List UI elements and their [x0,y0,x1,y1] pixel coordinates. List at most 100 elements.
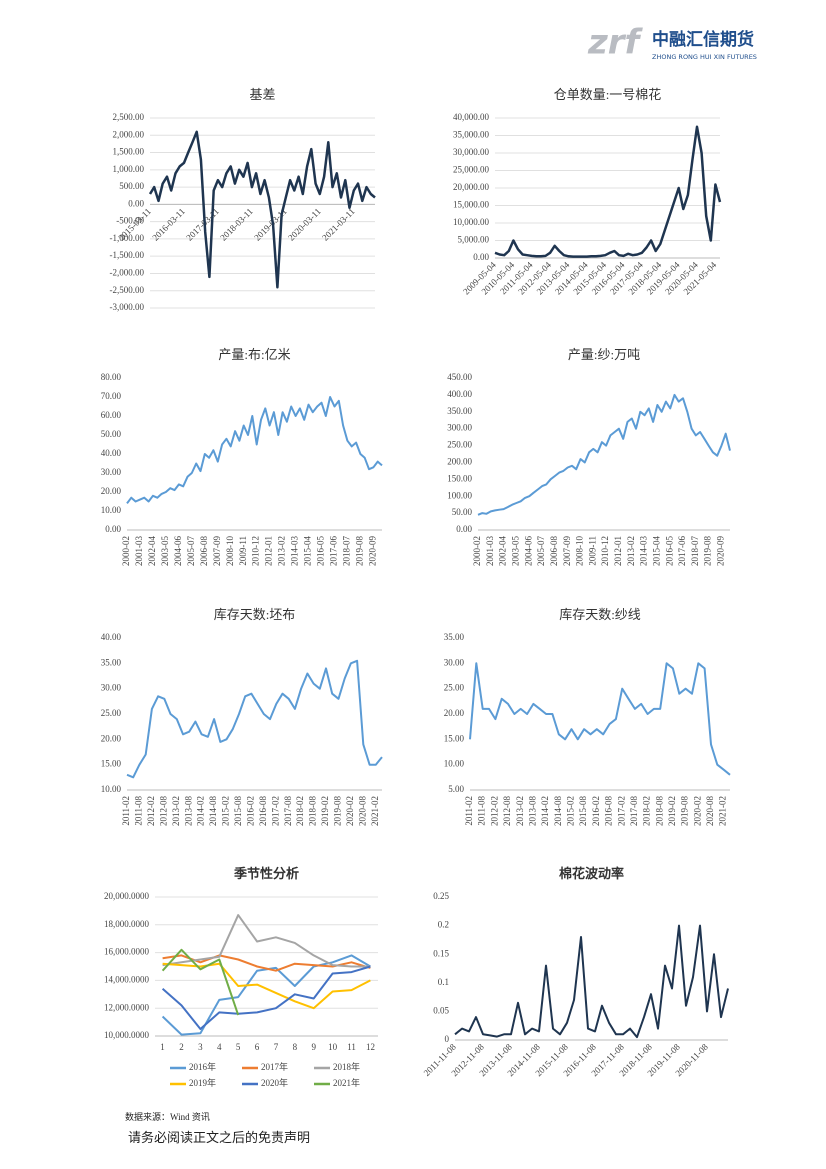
disclaimer: 请务必阅读正文之后的免责声明 [128,1130,310,1145]
y-tick-label: 5,000.00 [458,235,490,245]
x-tick-label: 2014-03 [290,536,300,566]
y-tick-label: 200.00 [447,457,472,467]
x-tick-label: 2014-08 [208,796,218,826]
y-tick-label: 1,500.00 [113,147,145,157]
y-tick-label: 30.00 [101,683,122,693]
y-tick-label: -1,000.00 [110,233,145,243]
series-line [161,954,371,1036]
x-tick-label: 2016-03-11 [150,206,187,243]
x-tick-label: 2019-08 [354,536,364,566]
y-tick-label: 300.00 [447,423,472,433]
x-tick-label: 12 [366,1042,375,1052]
x-tick-label: 2010-12 [600,536,610,566]
y-tick-label: 20.00 [101,486,122,496]
y-tick-label: 20.00 [444,708,465,718]
x-tick-label: 2020-09 [716,536,726,566]
y-tick-label: -2,500.00 [110,285,145,295]
chart-title: 库存天数:纱线 [559,607,641,622]
y-tick-label: 15,000.00 [453,200,490,210]
x-tick-label: 2012-02 [146,796,156,826]
x-tick-label: 3 [198,1042,203,1052]
chart-title: 基差 [249,87,275,102]
x-tick-label: 2012-02 [489,796,499,826]
chart-title: 产量:布:亿米 [218,347,290,362]
y-tick-label: 35.00 [101,657,122,667]
y-tick-label: -500.00 [116,216,144,226]
x-tick-label: 2021-03-11 [320,206,357,243]
x-tick-label: 2017-08 [629,796,639,826]
x-tick-label: 2020-09 [367,536,377,566]
x-tick-label: 2015-02 [221,796,231,826]
y-tick-label: 15.00 [444,733,465,743]
x-tick-label: 2013-02 [515,796,525,826]
series-line [454,924,729,1039]
x-tick-label: 2006-08 [549,536,559,566]
x-tick-label: 2011-08 [477,796,487,826]
legend-label: 2017年 [261,1061,288,1072]
y-tick-label: 15.00 [101,759,122,769]
x-tick-label: 2008-10 [225,536,235,566]
x-tick-label: 2020-02 [345,796,355,826]
series-line [126,659,383,779]
y-tick-label: 30.00 [101,467,122,477]
x-tick-label: 2018-08 [308,796,318,826]
y-tick-label: 50.00 [452,507,473,517]
series-line [477,393,731,516]
x-tick-label: 2018-02 [642,796,652,826]
y-tick-label: 10,000.0000 [104,1030,150,1040]
x-tick-label: 2019-02 [667,796,677,826]
x-tick-label: 2020-08 [705,796,715,826]
x-tick-label: 2014-03 [639,536,649,566]
y-tick-label: 10.00 [101,784,122,794]
x-tick-label: 10 [328,1042,338,1052]
x-tick-label: 2001-03 [485,536,495,566]
x-tick-label: 2012-08 [158,796,168,826]
y-tick-label: 20,000.00 [453,182,490,192]
x-tick-label: 11 [347,1042,356,1052]
x-tick-label: 2000-02 [472,536,482,566]
x-tick-label: 2018-07 [690,536,700,566]
x-tick-label: 2007-09 [212,536,222,566]
y-tick-label: 40.00 [101,632,122,642]
x-tick-label: 2013-08 [527,796,537,826]
y-tick-label: 10,000.00 [453,217,490,227]
y-tick-label: 0.00 [456,524,472,534]
y-tick-label: 40.00 [101,448,122,458]
series-line [469,662,731,776]
y-tick-label: 1,000.00 [113,164,145,174]
x-tick-label: 2010-12 [251,536,261,566]
y-tick-label: 25,000.00 [453,165,490,175]
y-tick-label: 2,500.00 [113,112,145,122]
chart-title: 产量:纱:万吨 [568,347,640,362]
x-tick-label: 2005-07 [536,536,546,566]
y-tick-label: 40,000.00 [453,112,490,122]
x-tick-label: 2013-08 [183,796,193,826]
y-tick-label: 0.1 [438,977,449,987]
x-tick-label: 2014-08 [553,796,563,826]
x-tick-label: 2009-11 [238,536,248,566]
x-tick-label: 2019-02 [320,796,330,826]
series-line [161,948,240,1016]
x-tick-label: 1 [160,1042,165,1052]
x-tick-label: 2015-08 [578,796,588,826]
x-tick-label: 2016-05 [316,536,326,566]
x-tick-label: 2016-02 [245,796,255,826]
x-tick-label: 2015-08 [233,796,243,826]
x-tick-label: 2019-08 [333,796,343,826]
x-tick-label: 2012-01 [264,536,274,566]
y-tick-label: 14,000.0000 [104,974,150,984]
x-tick-label: 2021-02 [370,796,380,826]
x-tick-label: 2003-05 [160,536,170,566]
chart-title: 仓单数量:一号棉花 [554,87,662,102]
y-tick-label: 5.00 [448,784,464,794]
y-tick-label: 400.00 [447,389,472,399]
y-tick-label: 80.00 [101,372,122,382]
x-tick-label: 2016-02 [591,796,601,826]
y-tick-label: 16,000.0000 [104,947,150,957]
x-tick-label: 2008-10 [575,536,585,566]
y-tick-label: 70.00 [101,391,122,401]
data-source: 数据来源：Wind 资讯 [125,1111,210,1122]
y-tick-label: 30,000.00 [453,147,490,157]
x-tick-label: 2018-07 [341,536,351,566]
